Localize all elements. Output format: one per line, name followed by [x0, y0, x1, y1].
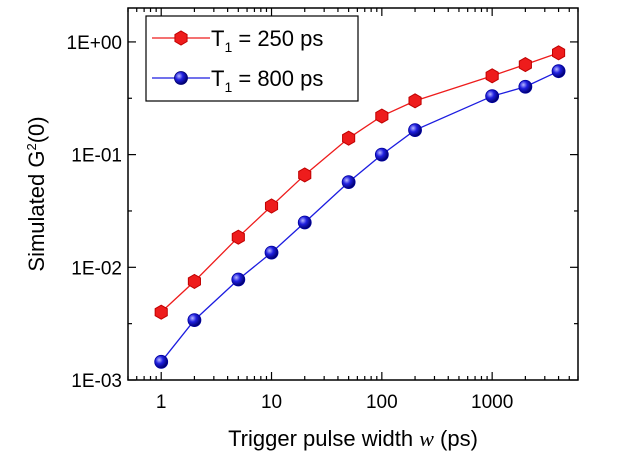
y-tick-label: 1E+00 — [67, 33, 122, 54]
y-axis-title-suffix: (0) — [24, 116, 49, 143]
legend-box — [145, 15, 359, 102]
data-point-series-0 — [375, 108, 389, 124]
y-tick-label: 1E-02 — [71, 258, 122, 279]
legend-label-800-sub: 1 — [224, 79, 232, 95]
data-point-series-1 — [154, 354, 169, 369]
data-point-series-1 — [485, 89, 500, 104]
data-point-series-0 — [264, 198, 279, 214]
x-tick-label: 10 — [261, 392, 282, 413]
data-point-series-1 — [264, 245, 279, 260]
legend-label-800-main: T — [211, 66, 224, 91]
data-point-series-0 — [154, 304, 168, 320]
data-point-series-0 — [485, 68, 499, 84]
y-axis-title-superscript: 2 — [24, 143, 39, 150]
x-axis-title-prefix: Trigger pulse width — [228, 426, 419, 451]
y-tick-label: 1E-01 — [71, 146, 122, 167]
legend-label-800-rest: = 800 ps — [232, 66, 323, 91]
data-point-series-1 — [187, 313, 202, 328]
data-point-series-1 — [341, 175, 356, 190]
x-axis-title-symbol: w — [419, 426, 434, 451]
y-axis-title: Simulated G2(0) — [24, 116, 49, 271]
legend-item-800: T1 = 800 ps — [152, 66, 323, 95]
y-tick-label: 1E-03 — [71, 371, 122, 392]
x-tick-label: 100 — [366, 392, 398, 413]
data-point-series-0 — [408, 93, 422, 109]
data-point-series-1 — [297, 215, 312, 230]
legend-label-800: T1 = 800 ps — [211, 66, 323, 95]
data-point-series-1 — [408, 123, 422, 138]
data-point-series-0 — [298, 167, 312, 183]
legend-item-250: T1 = 250 ps — [152, 26, 323, 55]
legend-label-250-rest: = 250 ps — [232, 26, 323, 51]
plot-frame — [127, 7, 579, 381]
series-layer — [154, 45, 566, 369]
data-point-series-1 — [551, 64, 566, 79]
series-line-1 — [160, 70, 559, 363]
data-point-series-0 — [187, 273, 201, 289]
data-point-series-1 — [518, 79, 533, 94]
data-point-series-0 — [342, 130, 356, 146]
data-point-series-0 — [552, 45, 566, 61]
x-axis-title: Trigger pulse width w (ps) — [228, 426, 478, 451]
x-axis-title-suffix: (ps) — [434, 426, 478, 451]
legend-marker-250 — [174, 30, 188, 46]
x-tick-label: 1000 — [471, 392, 513, 413]
axis-ticks — [127, 8, 579, 381]
legend-label-250-sub: 1 — [224, 39, 232, 55]
legend-marker-800 — [174, 71, 188, 85]
x-tick-label: 1 — [156, 392, 167, 413]
legend-label-250-main: T — [211, 26, 224, 51]
data-point-series-0 — [231, 229, 245, 245]
data-point-series-0 — [518, 56, 532, 73]
data-point-series-1 — [374, 147, 389, 162]
legend-label-250: T1 = 250 ps — [211, 26, 323, 55]
legend: T1 = 250 ps T1 = 800 ps — [145, 15, 359, 102]
y-axis-title-prefix: Simulated G — [24, 151, 49, 272]
data-point-series-1 — [231, 272, 246, 287]
